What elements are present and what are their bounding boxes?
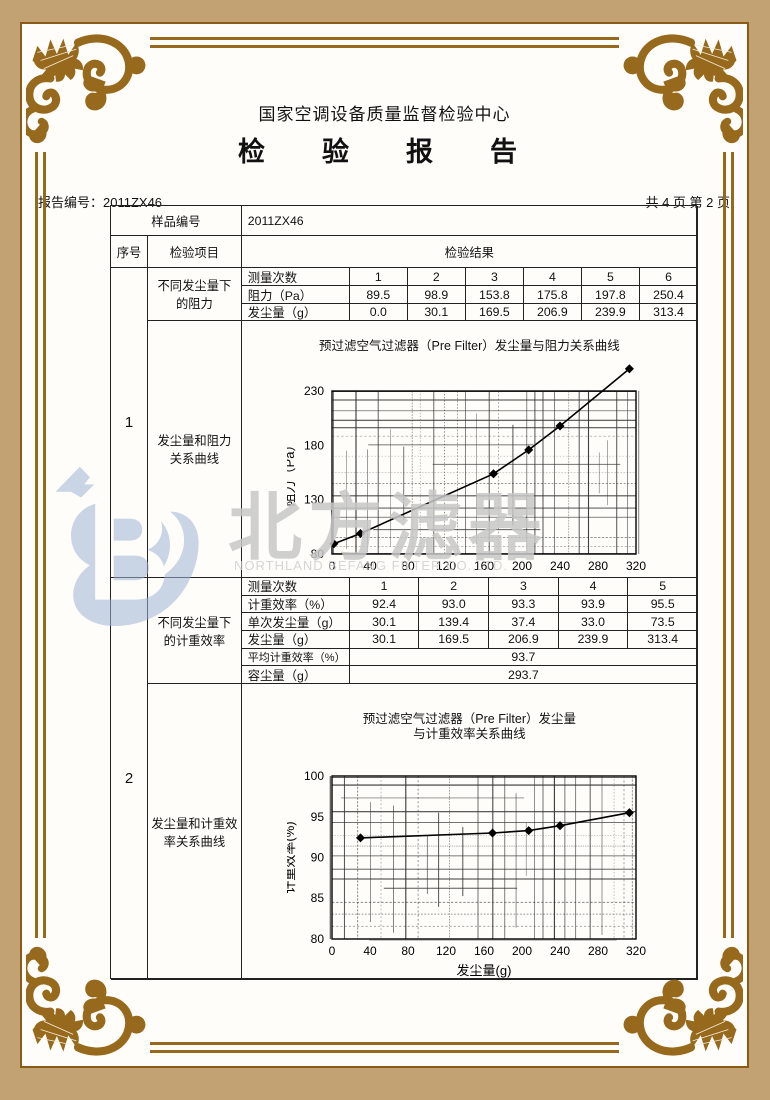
svg-text:100: 100 <box>304 769 324 783</box>
svg-text:240: 240 <box>550 944 570 958</box>
svg-text:230: 230 <box>304 384 324 398</box>
svg-text:发尘量(g): 发尘量(g) <box>457 963 512 978</box>
svg-text:80: 80 <box>311 932 325 946</box>
svg-text:90: 90 <box>311 851 325 865</box>
svg-text:280: 280 <box>588 944 608 958</box>
svg-text:40: 40 <box>364 944 378 958</box>
svg-text:120: 120 <box>436 944 456 958</box>
svg-text:95: 95 <box>311 810 325 824</box>
svg-text:160: 160 <box>474 944 494 958</box>
svg-text:80: 80 <box>402 944 416 958</box>
svg-text:85: 85 <box>311 891 325 905</box>
svg-text:0: 0 <box>329 944 336 958</box>
svg-text:200: 200 <box>512 944 532 958</box>
svg-text:计重效率(%): 计重效率(%) <box>287 821 297 893</box>
